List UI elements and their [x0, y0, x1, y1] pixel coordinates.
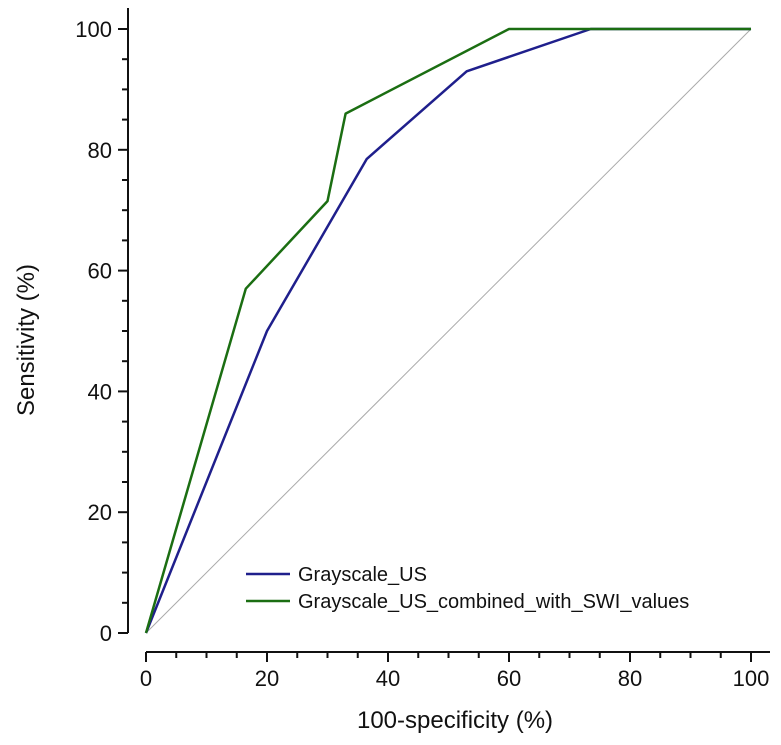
x-axis-title: 100-specificity (%) [357, 707, 553, 734]
ticks: 0 20 40 60 80 100 0 20 40 60 80 100 [75, 17, 769, 691]
y-tick-label: 80 [88, 138, 112, 163]
y-tick-label: 20 [88, 500, 112, 525]
x-tick-label: 60 [497, 666, 521, 691]
y-axis-title: Sensitivity (%) [13, 264, 40, 416]
legend: Grayscale_US Grayscale_US_combined_with_… [246, 564, 689, 613]
plot-area [144, 27, 752, 634]
reference-diagonal-line [145, 28, 752, 634]
series-line-grayscale-us-combined-with-swi-values [144, 27, 751, 634]
y-tick-label: 0 [100, 621, 112, 646]
x-tick-label: 0 [140, 666, 152, 691]
y-tick-label: 40 [88, 379, 112, 404]
y-tick-label: 100 [75, 17, 112, 42]
legend-label-grayscale-us-combined: Grayscale_US_combined_with_SWI_values [298, 591, 689, 613]
x-tick-label: 100 [733, 666, 770, 691]
x-tick-label: 40 [376, 666, 400, 691]
axes [127, 8, 770, 653]
legend-label-grayscale-us: Grayscale_US [298, 564, 427, 586]
x-tick-label: 80 [618, 666, 642, 691]
y-tick-label: 60 [88, 259, 112, 284]
x-tick-label: 20 [255, 666, 279, 691]
